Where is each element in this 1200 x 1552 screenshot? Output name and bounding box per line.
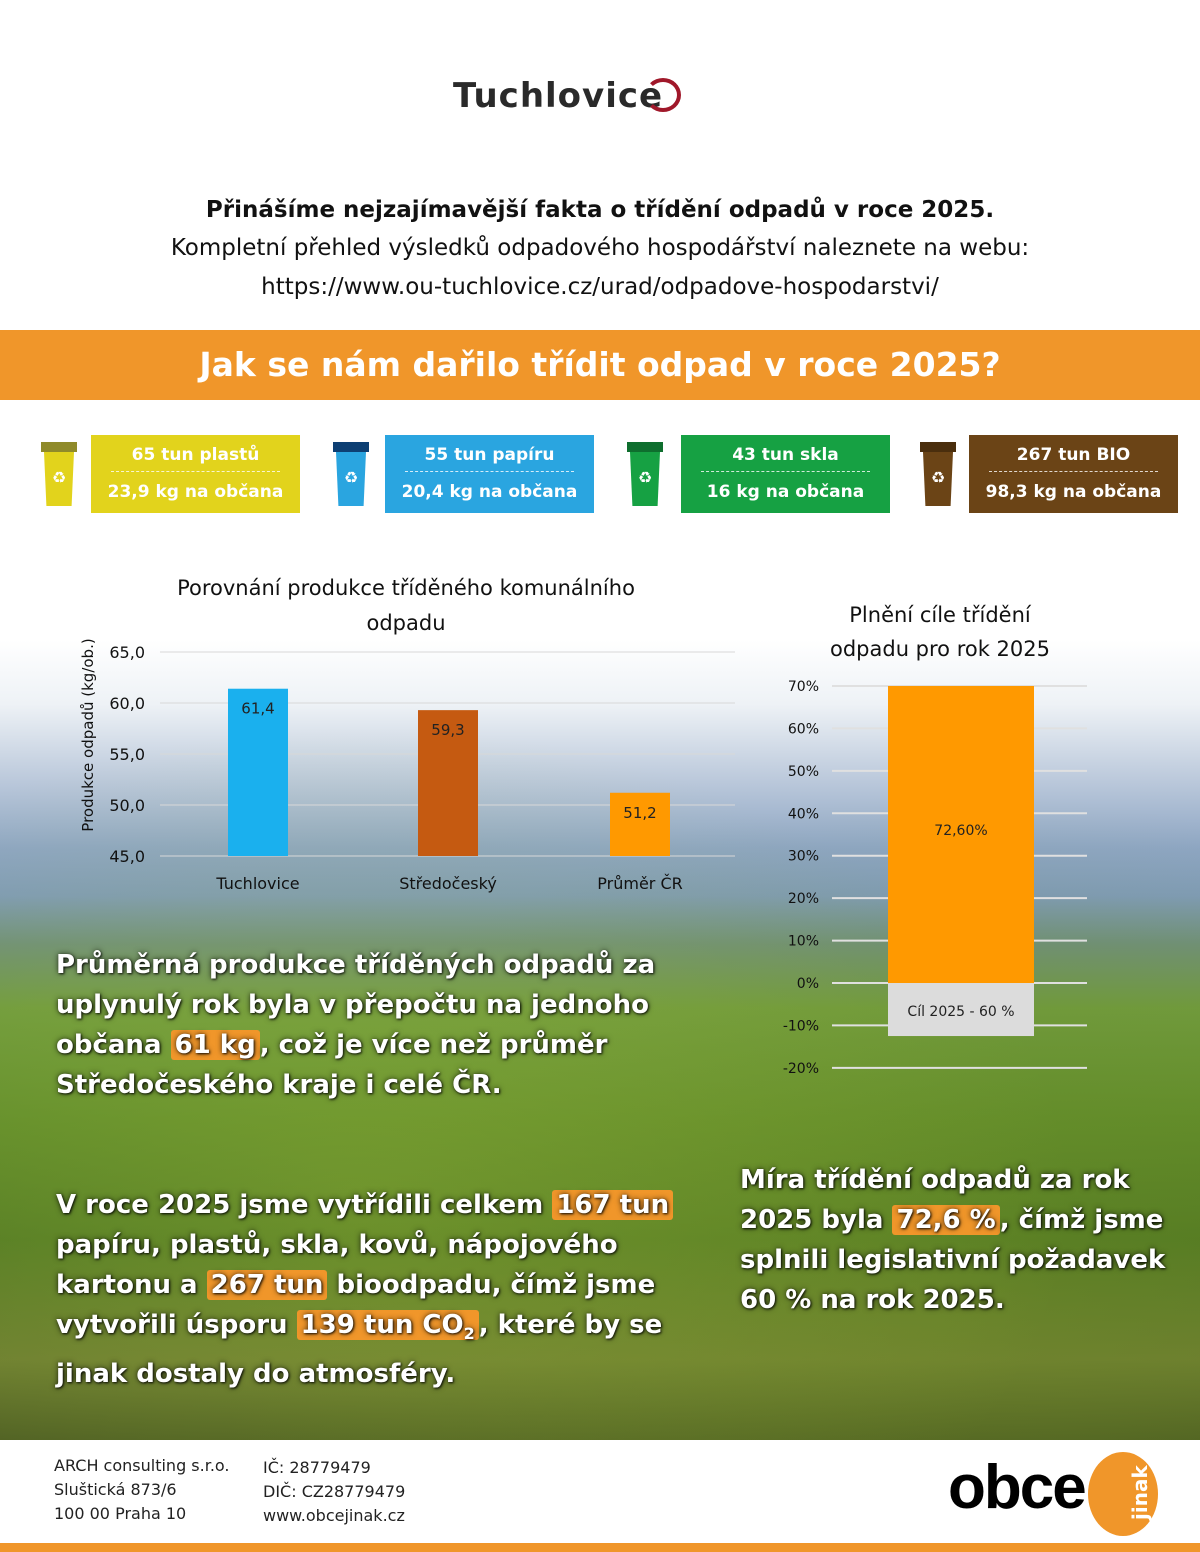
dic: DIČ: CZ28779479: [263, 1482, 406, 1501]
text: Průměrná produkce tříděných odpadů za up…: [56, 950, 656, 1060]
y-tick-label: 40%: [788, 806, 819, 822]
intro-url[interactable]: https://www.ou-tuchlovice.cz/urad/odpado…: [261, 274, 939, 300]
bar: [888, 686, 1034, 983]
footer-ids: IČ: 28779479 DIČ: CZ28779479 www.obcejinak…: [263, 1456, 405, 1528]
goal-bar: [888, 983, 1034, 1037]
bar: [228, 688, 288, 856]
highlight: 167 tun: [552, 1190, 674, 1220]
stat-per-capita: 20,4 kg na občana: [401, 482, 578, 502]
y-axis-label: Produkce odpadů (kg/ob.): [79, 638, 97, 831]
y-tick-label: 50,0: [109, 796, 145, 815]
text: , čímž jsme splnili legislativní požadav…: [740, 1205, 1166, 1315]
chart-title: odpadu pro rok 2025: [830, 637, 1050, 661]
chart-title: odpadu: [366, 611, 445, 635]
stat-box: 65 tun plastů 23,9 kg na občana: [91, 435, 300, 513]
highlight: 267 tun: [206, 1270, 328, 1300]
goal-label: Cíl 2025 - 60 %: [907, 1004, 1014, 1020]
subscript: 2: [463, 1324, 475, 1344]
obcejinak-logo: obce: [948, 1453, 1087, 1522]
text: bioodpadu, čímž jsme vytvořili úsporu: [56, 1270, 656, 1340]
data-label: 59,3: [431, 721, 464, 739]
stat-box: 267 tun BIO 98,3 kg na občana: [969, 435, 1178, 513]
street: Sluštická 873/6: [54, 1480, 177, 1499]
y-tick-label: -20%: [783, 1061, 819, 1077]
text: papíru, plastů, skla, kovů, nápojového k…: [56, 1230, 618, 1300]
text: Míra třídění odpadů za rok 2025 byla: [740, 1165, 1130, 1235]
y-tick-label: 45,0: [109, 847, 145, 866]
stat-total: 43 tun skla: [681, 435, 890, 474]
stat-total: 65 tun plastů: [91, 435, 300, 474]
paragraph-total-sorted: V roce 2025 jsme vytřídili celkem 167 tu…: [56, 1185, 676, 1394]
stat-box: 43 tun skla 16 kg na občana: [681, 435, 890, 513]
stat-box: 55 tun papíru 20,4 kg na občana: [385, 435, 594, 513]
text: , které by se jinak dostaly do atmosféry…: [56, 1310, 663, 1390]
recycle-bin-icon: ♻: [920, 442, 956, 506]
intro-headline: Přinášíme nejzajímavější fakta o třídění…: [205, 197, 995, 223]
y-tick-label: -10%: [783, 1018, 819, 1034]
ic: IČ: 28779479: [263, 1458, 371, 1477]
chart-title: Plnění cíle třídění: [849, 603, 1032, 627]
text: , což je více než průměr Středočeského k…: [56, 1030, 608, 1100]
stat-per-capita: 16 kg na občana: [706, 482, 865, 502]
highlight: 72,6 %: [892, 1205, 1000, 1235]
x-tick-label: Průměr ČR: [597, 874, 682, 893]
company: ARCH consulting s.r.o.: [54, 1456, 230, 1475]
section-banner: Jak se nám dařilo třídit odpad v roce 20…: [0, 330, 1200, 400]
footer: [0, 1440, 1200, 1543]
footer-web-link[interactable]: www.obcejinak.cz: [263, 1506, 405, 1525]
paragraph-sorting-rate: Míra třídění odpadů za rok 2025 byla 72,…: [740, 1160, 1180, 1320]
x-tick-label: Středočeský: [399, 874, 497, 893]
highlight: 139 tun CO2: [296, 1310, 479, 1344]
y-tick-label: 30%: [788, 849, 819, 865]
y-tick-label: 60,0: [109, 694, 145, 713]
city: 100 00 Praha 10: [54, 1504, 187, 1523]
text: 139 tun CO: [300, 1310, 464, 1340]
stat-total: 55 tun papíru: [385, 435, 594, 474]
y-tick-label: 10%: [788, 934, 819, 950]
text: V roce 2025 jsme vytřídili celkem: [56, 1190, 553, 1220]
recycle-bin-icon: ♻: [627, 442, 663, 506]
logo-text: Tuchlovice: [453, 76, 664, 116]
data-label: 72,60%: [934, 823, 987, 839]
footer-address: ARCH consulting s.r.o. Sluštická 873/6 100…: [54, 1454, 230, 1526]
data-label: 51,2: [623, 804, 656, 822]
intro-text: Kompletní přehled výsledků odpadového ho…: [170, 235, 1030, 261]
y-tick-label: 50%: [788, 764, 819, 780]
data-label: 61,4: [241, 700, 274, 718]
chart-title: Porovnání produkce tříděného komunálního: [177, 576, 635, 600]
highlight: 61 kg: [170, 1030, 260, 1060]
stat-total: 267 tun BIO: [969, 435, 1178, 474]
recycle-bin-icon: ♻: [41, 442, 77, 506]
stat-per-capita: 23,9 kg na občana: [107, 482, 284, 502]
tuchlovice-logo: Tuchlovice: [453, 76, 682, 116]
y-tick-label: 55,0: [109, 745, 145, 764]
obcejinak-logo-circle: [1088, 1452, 1158, 1536]
y-tick-label: 70%: [788, 679, 819, 695]
recycle-bin-icon: ♻: [333, 442, 369, 506]
obcejinak-logo-side: jinak: [1128, 1465, 1152, 1520]
y-tick-label: 60%: [788, 721, 819, 737]
y-tick-label: 20%: [788, 891, 819, 907]
paragraph-production: Průměrná produkce tříděných odpadů za up…: [56, 945, 696, 1105]
x-tick-label: Tuchlovice: [215, 874, 299, 893]
footer-accent-bar: [0, 1543, 1200, 1552]
bar: [418, 710, 478, 856]
bar: [610, 792, 670, 856]
y-tick-label: 65,0: [109, 643, 145, 662]
stat-per-capita: 98,3 kg na občana: [985, 482, 1162, 502]
y-tick-label: 0%: [797, 976, 819, 992]
